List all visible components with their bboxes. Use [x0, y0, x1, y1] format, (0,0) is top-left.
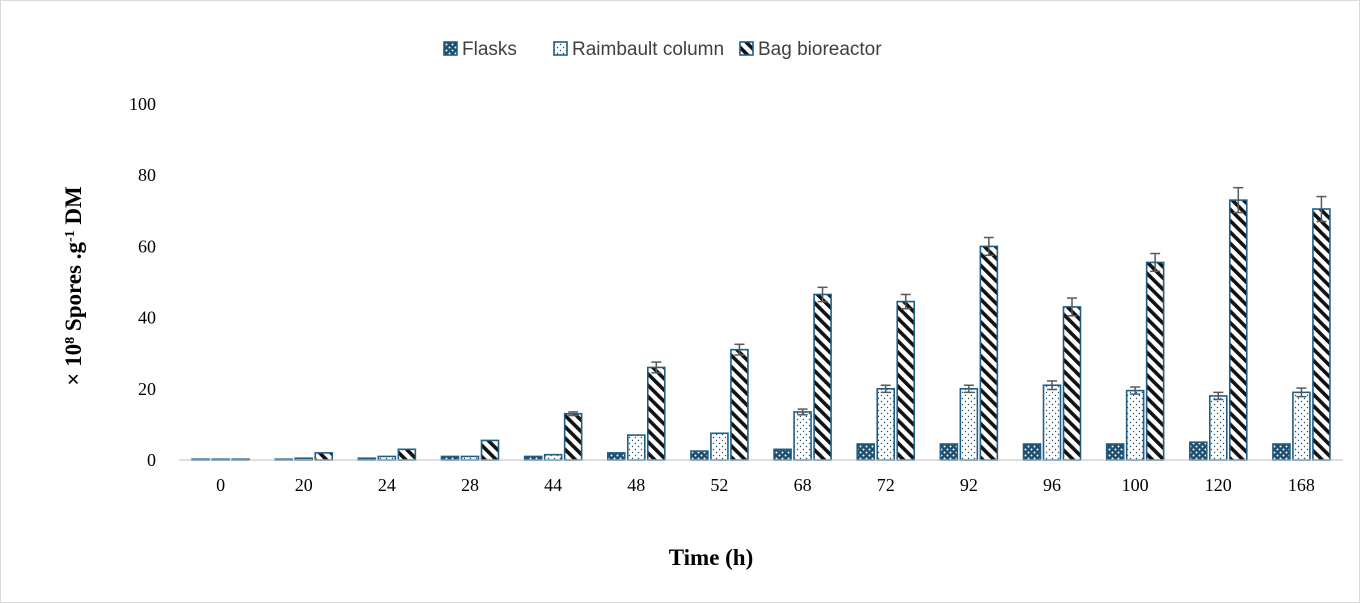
- x-tick-label: 72: [877, 475, 895, 495]
- x-tick-label: 44: [544, 475, 562, 495]
- bar-bag-bioreactor: [1312, 208, 1331, 461]
- x-tick-label: 24: [378, 475, 396, 495]
- bar-flasks: [1105, 443, 1125, 461]
- bar-raimbault-column: [1042, 384, 1062, 461]
- bar-raimbault-column: [1292, 391, 1311, 461]
- bar-flasks: [773, 448, 792, 461]
- x-tick-label: 168: [1288, 475, 1315, 495]
- bar-flasks: [856, 443, 876, 461]
- bar-bag-bioreactor: [1062, 306, 1082, 461]
- y-tick-label: 80: [138, 165, 156, 185]
- bar-raimbault-column: [1125, 389, 1145, 461]
- y-axis-ticks: 0 20 40 60 80 100: [129, 94, 156, 470]
- x-axis-title: Time (h): [669, 545, 754, 570]
- error-bars: [568, 186, 1327, 417]
- x-tick-label: 120: [1205, 475, 1232, 495]
- bar-flasks: [523, 455, 543, 461]
- bar-flasks: [1272, 443, 1291, 461]
- x-tick-label: 100: [1122, 475, 1149, 495]
- bar-raimbault-column: [377, 455, 397, 461]
- bar-bag-bioreactor: [1228, 199, 1248, 461]
- bar-flasks: [606, 452, 626, 461]
- y-axis-title-suffix: DM: [61, 186, 86, 230]
- legend-swatch-raimbault-column: [553, 41, 568, 56]
- bar-raimbault-column: [626, 434, 646, 461]
- x-tick-label: 20: [295, 475, 313, 495]
- bar-raimbault-column: [710, 432, 729, 461]
- bar-raimbault-column: [543, 453, 563, 461]
- bar-bag-bioreactor: [314, 452, 334, 461]
- y-tick-label: 60: [138, 236, 156, 256]
- bar-flasks: [690, 450, 709, 461]
- x-tick-label: 68: [794, 475, 812, 495]
- bar-raimbault-column: [793, 411, 812, 461]
- bar-raimbault-column: [1208, 395, 1228, 461]
- legend-label: Raimbault column: [572, 39, 724, 60]
- x-axis-ticks: 0 20 24 28 44 48 52 68 72 92 96 100 120 168: [216, 475, 1315, 495]
- legend-swatch-bag-bioreactor: [739, 41, 754, 56]
- bar-flasks: [939, 443, 959, 461]
- x-tick-label: 92: [960, 475, 978, 495]
- y-tick-label: 0: [147, 450, 156, 470]
- bar-flasks: [440, 455, 460, 461]
- y-axis-title-prefix: × 10: [61, 344, 86, 386]
- x-tick-label: 28: [461, 475, 479, 495]
- y-axis-title-sup1: 8: [63, 337, 78, 344]
- bar-flasks: [1022, 443, 1042, 461]
- bar-flasks: [1188, 441, 1208, 461]
- x-tick-label: 0: [216, 475, 225, 495]
- bar-bag-bioreactor: [480, 439, 500, 461]
- y-axis-title: × 108 Spores .g-1 DM: [61, 186, 86, 386]
- bar-bag-bioreactor: [896, 300, 916, 461]
- x-tick-label: 96: [1043, 475, 1061, 495]
- y-tick-label: 20: [138, 379, 156, 399]
- x-tick-label: 48: [627, 475, 645, 495]
- y-axis-title-sup2: -1: [63, 230, 78, 242]
- legend-swatch-flasks: [443, 41, 458, 56]
- bar-bag-bioreactor: [979, 245, 999, 461]
- y-axis-title-middle: Spores .g: [61, 242, 86, 337]
- legend-label: Flasks: [462, 39, 517, 60]
- y-tick-label: 100: [129, 94, 156, 114]
- y-tick-label: 40: [138, 308, 156, 328]
- bar-raimbault-column: [959, 387, 979, 461]
- bar-bag-bioreactor: [646, 366, 666, 461]
- x-tick-label: 52: [710, 475, 728, 495]
- bar-bag-bioreactor: [813, 293, 832, 461]
- bar-bag-bioreactor: [1145, 261, 1165, 461]
- bar-bag-bioreactor: [397, 448, 417, 461]
- legend-label: Bag bioreactor: [758, 39, 882, 60]
- bars: [191, 199, 1331, 461]
- bar-raimbault-column: [876, 387, 896, 461]
- legend: Flasks Raimbault column Bag bioreactor: [443, 39, 882, 60]
- bar-bag-bioreactor: [563, 412, 583, 461]
- bar-raimbault-column: [460, 455, 480, 461]
- bar-bag-bioreactor: [730, 348, 749, 461]
